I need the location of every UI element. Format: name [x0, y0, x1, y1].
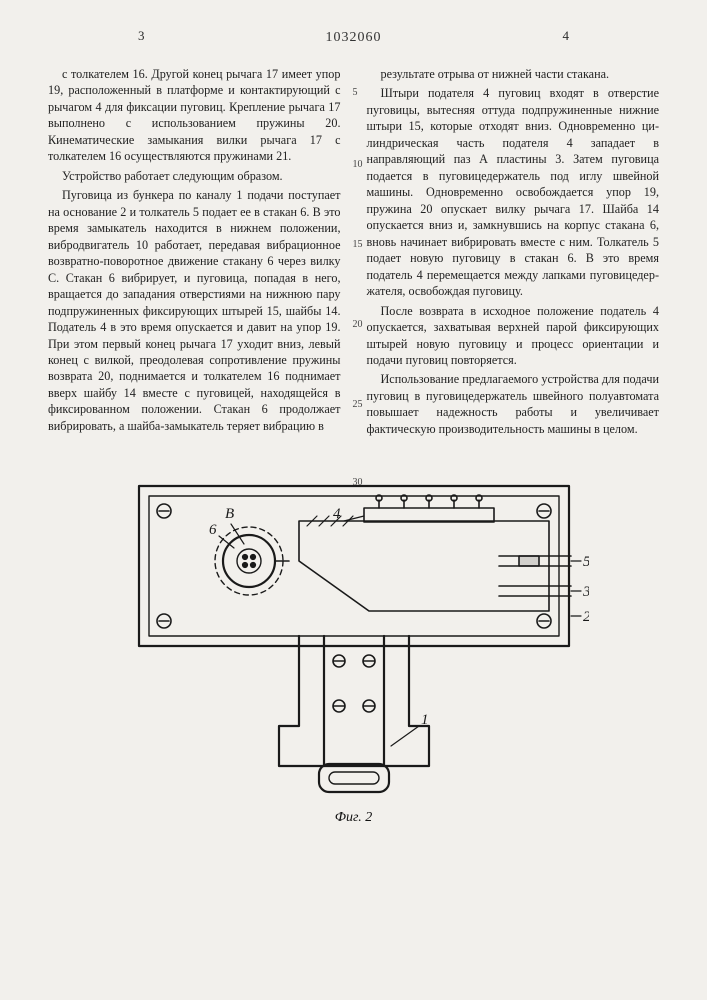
fig-label-B: В [225, 506, 234, 522]
header: 3 1032060 4 [48, 28, 659, 56]
line-num: 10 [353, 158, 363, 172]
patent-number: 1032060 [326, 30, 382, 45]
figure-caption: Фиг. 2 [48, 810, 659, 826]
fig-label-6: 6 [209, 522, 217, 538]
line-num: 25 [353, 398, 363, 412]
page: 3 1032060 4 с толкателем 16. Другой коне… [0, 0, 707, 1000]
left-column: с толкателем 16. Другой конец рыча­га 17… [48, 66, 341, 440]
page-number-right: 4 [563, 28, 570, 44]
left-para-3: Пуговица из бункера по каналу 1 по­дачи … [48, 187, 341, 434]
right-para-2: Штыри подателя 4 пуговиц входят в отверс… [367, 85, 660, 299]
figure-2: 6 В 4 5 3 2 1 Фиг. 2 [48, 466, 659, 826]
fig-label-3: 3 [582, 584, 589, 600]
fig-label-4: 4 [333, 506, 341, 522]
line-num: 20 [353, 318, 363, 332]
fig-label-1: 1 [421, 712, 429, 728]
left-para-2: Устройство работает следующим об­разом. [48, 168, 341, 184]
line-num: 15 [353, 238, 363, 252]
text-columns: с толкателем 16. Другой конец рыча­га 17… [48, 66, 659, 440]
right-para-3: После возврата в исходное положение пода… [367, 303, 660, 369]
left-para-1: с толкателем 16. Другой конец рыча­га 17… [48, 66, 341, 165]
figure-svg: 6 В 4 5 3 2 1 [119, 466, 589, 806]
line-num: 5 [353, 86, 358, 100]
right-para-4: Использование предлагаемого уст­ройства … [367, 371, 660, 437]
fig-label-5: 5 [583, 554, 589, 570]
line-num: 30 [353, 476, 363, 490]
right-para-1: результате отрыва от нижней части ста­ка… [367, 66, 660, 82]
page-number-left: 3 [138, 28, 145, 44]
right-column: 5 10 15 20 25 30 результате отрыва от ни… [367, 66, 660, 440]
fig-label-2: 2 [583, 609, 589, 625]
